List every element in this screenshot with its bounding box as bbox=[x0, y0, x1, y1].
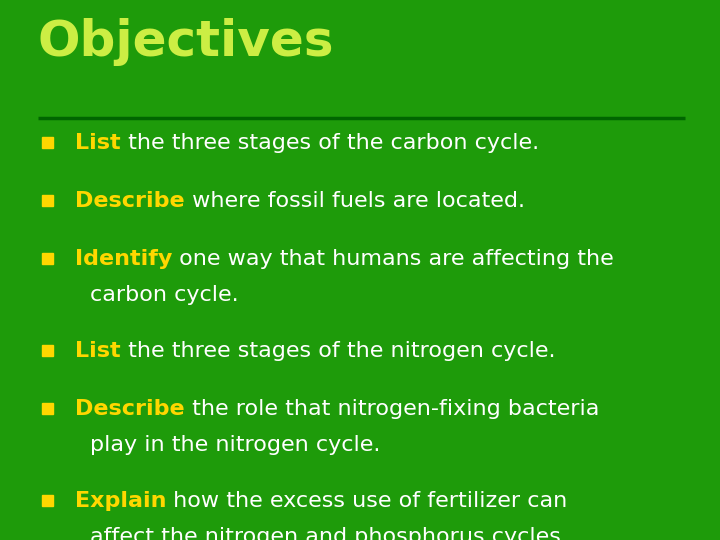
Text: how the excess use of fertilizer can: how the excess use of fertilizer can bbox=[166, 491, 568, 511]
Text: Identify: Identify bbox=[75, 249, 172, 269]
Text: Explain: Explain bbox=[75, 491, 166, 511]
Text: Describe: Describe bbox=[75, 399, 184, 419]
Text: List: List bbox=[75, 133, 121, 153]
Text: one way that humans are affecting the: one way that humans are affecting the bbox=[172, 249, 614, 269]
Text: affect the nitrogen and phosphorus cycles.: affect the nitrogen and phosphorus cycle… bbox=[90, 527, 568, 540]
Text: the three stages of the carbon cycle.: the three stages of the carbon cycle. bbox=[121, 133, 539, 153]
Text: carbon cycle.: carbon cycle. bbox=[90, 285, 238, 305]
Text: the three stages of the nitrogen cycle.: the three stages of the nitrogen cycle. bbox=[121, 341, 555, 361]
Text: Objectives: Objectives bbox=[38, 18, 335, 66]
Text: play in the nitrogen cycle.: play in the nitrogen cycle. bbox=[90, 435, 380, 455]
Text: Describe: Describe bbox=[75, 191, 184, 211]
Text: List: List bbox=[75, 341, 121, 361]
Bar bbox=[42, 195, 53, 206]
Text: where fossil fuels are located.: where fossil fuels are located. bbox=[184, 191, 525, 211]
Text: the role that nitrogen-fixing bacteria: the role that nitrogen-fixing bacteria bbox=[184, 399, 599, 419]
Bar bbox=[42, 495, 53, 506]
Bar bbox=[42, 403, 53, 414]
Bar bbox=[42, 253, 53, 264]
Bar bbox=[42, 345, 53, 356]
Bar bbox=[42, 137, 53, 148]
